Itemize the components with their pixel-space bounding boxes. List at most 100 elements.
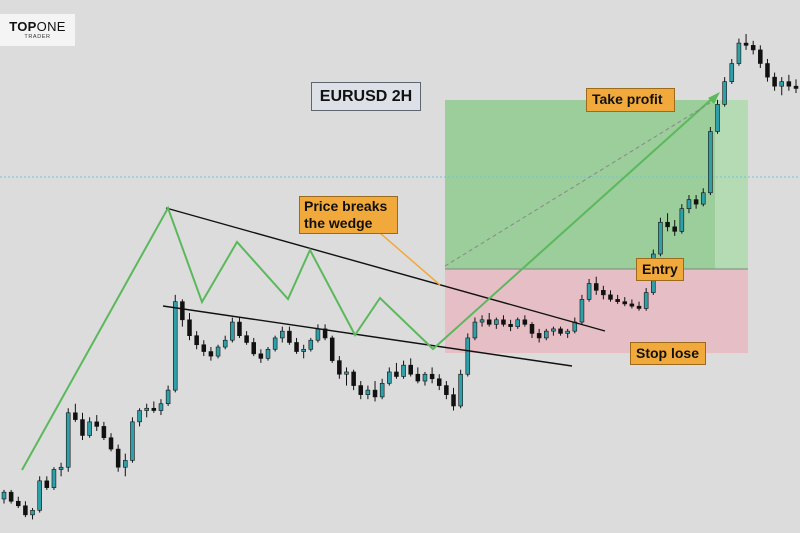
bearish-candle — [258, 353, 264, 359]
bullish-candle — [365, 389, 371, 395]
bullish-candle — [472, 321, 478, 339]
bearish-candle — [522, 319, 528, 325]
bullish-candle — [123, 460, 128, 468]
bearish-candle — [101, 426, 107, 439]
bearish-candle — [115, 448, 121, 468]
bullish-candle — [643, 292, 649, 309]
bullish-candle — [1, 491, 7, 500]
bearish-candle — [793, 85, 799, 89]
bullish-candle — [58, 466, 64, 470]
bullish-candle — [65, 412, 71, 468]
bullish-candle — [158, 403, 164, 411]
bullish-candle — [344, 371, 349, 375]
bearish-candle — [322, 328, 328, 339]
bearish-candle — [294, 342, 299, 352]
bullish-candle — [494, 319, 499, 325]
bearish-candle — [615, 299, 620, 302]
logo-subtext: TRADER — [24, 34, 51, 40]
bearish-candle — [187, 319, 192, 336]
bullish-candle — [379, 383, 385, 398]
bullish-candle — [272, 337, 278, 350]
bearish-candle — [23, 505, 28, 516]
bullish-candle — [308, 339, 314, 350]
bullish-candle — [551, 328, 556, 332]
bearish-candle — [394, 371, 399, 377]
wedge-upper-line — [165, 207, 606, 332]
bearish-candle — [94, 421, 100, 427]
bearish-candle — [665, 221, 670, 228]
bearish-candle — [765, 63, 770, 78]
bullish-candle — [222, 339, 228, 348]
bearish-candle — [558, 328, 563, 334]
zigzag-path — [21, 95, 716, 471]
bearish-candle — [486, 319, 492, 325]
bearish-candle — [201, 344, 207, 352]
bearish-candle — [758, 49, 763, 64]
bearish-candle — [693, 199, 699, 205]
bullish-candle — [515, 319, 520, 327]
breakout-callout-line — [379, 232, 441, 286]
take-profit-label: Take profit — [586, 88, 675, 112]
bullish-candle — [700, 192, 706, 205]
bullish-candle — [172, 301, 178, 391]
bearish-candle — [180, 301, 185, 321]
bullish-candle — [130, 421, 135, 461]
bullish-candle — [708, 131, 713, 194]
bearish-candle — [444, 385, 449, 395]
breakout-label: Price breaks the wedge — [299, 196, 398, 234]
bearish-candle — [208, 351, 214, 357]
bullish-candle — [265, 348, 271, 359]
bullish-candle — [37, 480, 42, 511]
profit-zone-projection — [715, 100, 748, 269]
bullish-candle — [87, 421, 92, 436]
brand-logo: TOPONE TRADER — [0, 14, 75, 46]
bearish-candle — [151, 407, 157, 411]
bullish-candle — [779, 81, 784, 87]
bullish-candle — [230, 321, 235, 341]
bullish-candle — [165, 389, 171, 405]
bearish-candle — [636, 305, 642, 309]
bearish-candle — [536, 333, 542, 339]
bearish-candle — [337, 360, 342, 375]
chart-title: EURUSD 2H — [311, 82, 421, 111]
bullish-candle — [144, 407, 149, 411]
bearish-candle — [436, 378, 442, 386]
bearish-candle — [408, 364, 413, 375]
bearish-candle — [750, 45, 756, 51]
target-arrowhead — [708, 92, 720, 104]
entry-label: Entry — [636, 258, 684, 281]
bullish-candle — [280, 330, 285, 339]
bearish-candle — [622, 301, 628, 305]
logo-bold-text: TOP — [9, 19, 37, 34]
bearish-candle — [329, 337, 335, 361]
bearish-candle — [772, 76, 777, 87]
bearish-candle — [415, 373, 421, 382]
bullish-candle — [30, 510, 35, 516]
logo-regular-text: ONE — [36, 19, 66, 34]
bearish-candle — [358, 385, 364, 395]
stop-loss-label: Stop lose — [630, 342, 706, 365]
wedge-lower-line — [162, 305, 573, 367]
bullish-candle — [401, 364, 406, 377]
bullish-candle — [565, 330, 570, 334]
bullish-candle — [137, 410, 142, 423]
bearish-candle — [351, 371, 356, 386]
bullish-candle — [658, 221, 663, 255]
bearish-candle — [429, 373, 435, 380]
bullish-candle — [715, 104, 720, 132]
bearish-candle — [672, 226, 677, 232]
bearish-candle — [194, 335, 199, 346]
bearish-candle — [73, 412, 78, 420]
bullish-candle — [479, 319, 485, 323]
candles-group — [1, 34, 799, 520]
bearish-candle — [743, 42, 749, 46]
bullish-candle — [387, 371, 392, 384]
bullish-candle — [544, 330, 549, 339]
bearish-candle — [501, 319, 506, 325]
bearish-candle — [529, 324, 535, 334]
bearish-candle — [108, 437, 114, 450]
bullish-candle — [679, 208, 685, 232]
bearish-candle — [608, 294, 613, 300]
bullish-candle — [686, 199, 692, 209]
